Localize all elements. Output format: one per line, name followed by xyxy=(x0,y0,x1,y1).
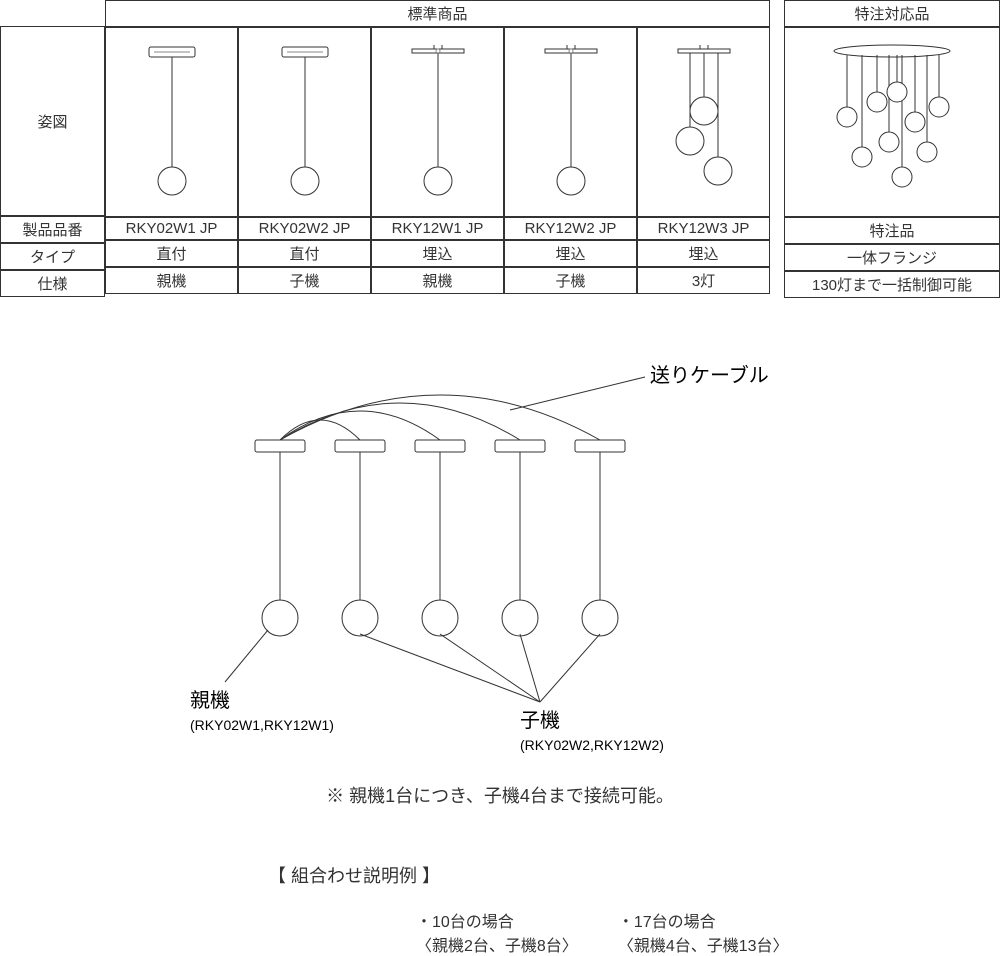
cable-label-text: 送りケーブル xyxy=(650,363,769,387)
spec: 親機 xyxy=(105,267,238,294)
parent-models: (RKY02W1,RKY12W1) xyxy=(190,717,334,733)
pendant-recessed-icon xyxy=(398,37,478,207)
type: 埋込 xyxy=(371,240,504,267)
spec: 3灯 xyxy=(637,267,770,294)
part-no: RKY02W2 JP xyxy=(238,217,371,240)
row-label-type: タイプ xyxy=(0,243,105,270)
spec: 親機 xyxy=(371,267,504,294)
row-label-figure: 姿図 xyxy=(0,26,105,216)
case-title: ・10台の場合 xyxy=(416,908,578,932)
custom-part-no: 特注品 xyxy=(784,217,1000,244)
pendant-surface-icon xyxy=(265,37,345,207)
figure-cell xyxy=(504,27,637,217)
spec: 子機 xyxy=(504,267,637,294)
figure-cell xyxy=(637,27,770,217)
product-table: 姿図 製品品番 タイプ 仕様 標準商品 xyxy=(0,0,1000,298)
combo-heading: 【 組合わせ説明例 】 xyxy=(268,862,1000,888)
case-detail: 〈親機2台、子機8台〉 xyxy=(416,932,578,956)
figure-cell xyxy=(784,27,1000,217)
case-title: ・17台の場合 xyxy=(618,908,789,932)
child-models: (RKY02W2,RKY12W2) xyxy=(520,737,664,753)
standard-header: 標準商品 xyxy=(105,0,770,27)
row-label-spec: 仕様 xyxy=(0,270,105,297)
custom-spec: 130灯まで一括制御可能 xyxy=(784,271,1000,298)
child-label: 子機 xyxy=(520,709,560,732)
type: 直付 xyxy=(238,240,371,267)
spec: 子機 xyxy=(238,267,371,294)
part-no: RKY12W2 JP xyxy=(504,217,637,240)
pendant-surface-icon xyxy=(132,37,212,207)
connection-note: ※ 親機1台につき、子機4台まで接続可能。 xyxy=(0,782,1000,808)
case-detail: 〈親機4台、子機13台〉 xyxy=(618,932,789,956)
combination-examples: 【 組合わせ説明例 】 ・10台の場合 〈親機2台、子機8台〉 ・17台の場合 … xyxy=(0,862,1000,956)
pendant-recessed-3-icon xyxy=(654,37,754,207)
custom-type: 一体フランジ xyxy=(784,244,1000,271)
type: 直付 xyxy=(105,240,238,267)
type: 埋込 xyxy=(504,240,637,267)
row-label-partno: 製品品番 xyxy=(0,216,105,243)
part-no: RKY12W1 JP xyxy=(371,217,504,240)
figure-cell xyxy=(238,27,371,217)
pendant-group xyxy=(255,440,625,636)
custom-header: 特注対応品 xyxy=(784,0,1000,27)
type: 埋込 xyxy=(637,240,770,267)
figure-cell xyxy=(105,27,238,217)
part-no: RKY02W1 JP xyxy=(105,217,238,240)
wiring-diagram: 送りケーブル 親機 (RKY02W1,RKY12W1) 子機 (RKY02W2,… xyxy=(0,352,1000,808)
parent-label: 親機 xyxy=(190,689,230,712)
pendant-chandelier-icon xyxy=(807,37,977,207)
pendant-recessed-icon xyxy=(531,37,611,207)
part-no: RKY12W3 JP xyxy=(637,217,770,240)
figure-cell xyxy=(371,27,504,217)
